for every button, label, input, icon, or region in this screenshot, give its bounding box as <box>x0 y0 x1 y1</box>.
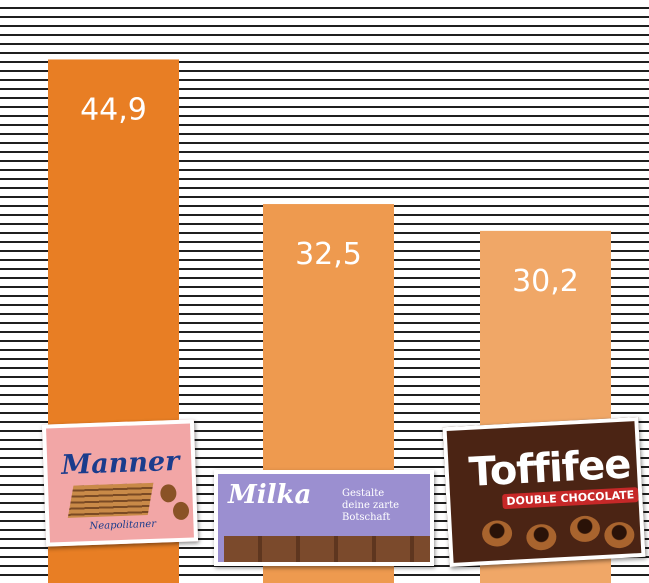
milka-tagline-line: Botschaft <box>342 512 391 523</box>
manner-brand-text: Manner <box>60 445 180 482</box>
milka-tagline-line: deine zarte <box>342 500 400 511</box>
milka-package-image: Milka Gestalte deine zarte Botschaft <box>214 470 434 566</box>
bar-value-label: 30,2 <box>512 264 579 299</box>
hazelnut-graphic <box>160 484 177 503</box>
manner-package-image: Manner Neapolitaner <box>41 419 199 547</box>
milka-tagline: Gestalte deine zarte Botschaft <box>342 488 399 524</box>
candy-graphic <box>525 523 558 551</box>
milka-tagline-line: Gestalte <box>342 488 385 499</box>
wafer-graphic <box>67 482 154 518</box>
toffifee-package-image: Toffifee DOUBLE CHOCOLATE <box>442 416 646 568</box>
milka-brand-text: Milka <box>228 480 312 510</box>
bar-value-label: 32,5 <box>295 237 362 272</box>
manner-sub-text: Neapolitaner <box>89 518 157 533</box>
bar-value-label: 44,9 <box>80 92 147 127</box>
candy-graphic <box>481 519 513 548</box>
candy-graphic <box>603 521 636 549</box>
chocolate-tiles-graphic <box>224 536 430 562</box>
candy-graphic <box>569 515 601 543</box>
hazelnut-graphic <box>172 501 190 521</box>
